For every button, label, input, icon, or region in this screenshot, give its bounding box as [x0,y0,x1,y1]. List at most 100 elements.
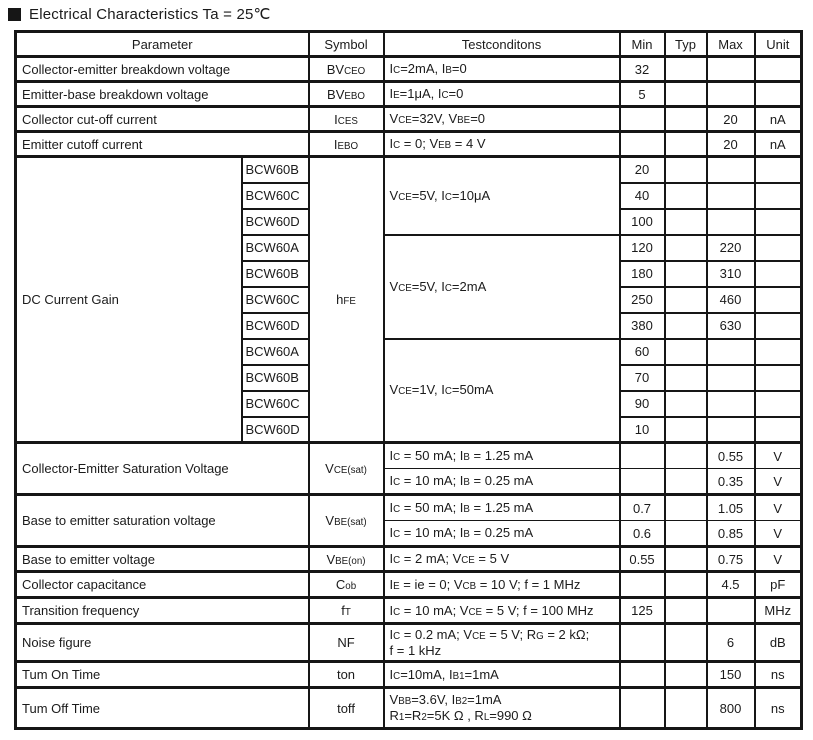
cell-unit [753,55,803,83]
cell-model: BCW60B [240,155,310,184]
cell-min [618,441,666,469]
cell-min: 90 [618,389,666,418]
cell-typ [663,415,708,444]
cell-typ [663,441,708,469]
cell-symbol: VBE(sat) [307,493,385,548]
cell-symbol: VCE(sat) [307,441,385,496]
table-row: BCW60D 380 630 [16,311,803,340]
cell-min: 180 [618,259,666,288]
cell-max [705,207,756,236]
cell-conditions: VCE=32V, VBE=0 [382,105,621,133]
table-row: BCW60C 250 460 [16,285,803,314]
cell-max: 4.5 [705,570,756,599]
cell-parameter: Base to emitter saturation voltage [14,493,310,548]
cell-max: 220 [705,233,756,262]
cell-model: BCW60A [240,337,310,366]
table-row: Emitter-base breakdown voltage BVEBO IE=… [14,80,803,108]
cell-conditions: IC = 10 mA; VCE = 5 V; f = 100 MHz [382,596,621,625]
cell-min: 100 [618,207,666,236]
header-symbol: Symbol [307,30,385,58]
cell-typ [663,311,708,340]
cell-unit: V [753,468,803,496]
table-row: BCW60B 180 310 [16,259,803,288]
table-row: IC = 10 mA; IB = 0.25 mA 0.35 V [16,468,803,496]
cell-min [618,622,666,663]
cell-min: 380 [618,311,666,340]
cell-unit [753,337,803,366]
cell-min: 70 [618,363,666,392]
cell-conditions: IE = ie = 0; VCB = 10 V; f = 1 MHz [382,570,621,599]
cell-max: 0.35 [705,468,756,496]
cell-symbol: NF [307,622,385,663]
cell-model: BCW60B [240,363,310,392]
cell-min [618,570,666,599]
cell-conditions: IC = 50 mA; IB = 1.25 mA [382,493,621,521]
table-row: BCW60D 10 [16,415,803,444]
section-title: Electrical Characteristics Ta = 25℃ [8,5,813,23]
cell-model: BCW60B [240,259,310,288]
cell-typ [663,520,708,548]
cell-min: 0.55 [618,545,666,573]
table-row: Transition frequency fT IC = 10 mA; VCE … [14,596,803,625]
cell-typ [663,285,708,314]
table-row: Base to emitter saturation voltage VBE(s… [14,493,803,548]
cell-conditions: IC = 0.2 mA; VCE = 5 V; RG = 2 kΩ; f = 1… [382,622,621,663]
cell-conditions: IC = 2 mA; VCE = 5 V [382,545,621,573]
cell-max: 20 [705,105,756,133]
electrical-characteristics-table: Parameter Symbol Testconditons Min Typ M… [14,30,804,730]
cell-unit: V [753,441,803,469]
cell-symbol: hFE [307,155,385,444]
cell-unit [753,233,803,262]
cell-min [618,468,666,496]
cell-min [618,130,666,158]
table-row: Tum Off Time toff VBB=3.6V, IB2=1mA R1=R… [14,686,803,730]
cell-typ [663,363,708,392]
cell-conditions: IC=2mA, IB=0 [382,55,621,83]
cell-typ [663,233,708,262]
cell-min: 20 [618,155,666,184]
section-bullet-icon [8,7,21,21]
cell-conditions: VBB=3.6V, IB2=1mA R1=R2=5K Ω , RL=990 Ω [382,686,621,730]
cell-typ [663,570,708,599]
cell-parameter: Transition frequency [14,596,310,625]
cell-typ [663,105,708,133]
cell-max: 460 [705,285,756,314]
cell-max: 6 [705,622,756,663]
table-row: BCW60A VCE=5V, IC=2mA 120 220 [16,233,803,340]
cell-max [705,55,756,83]
cell-parameter: DC Current Gain [14,155,243,444]
cell-parameter: Emitter-base breakdown voltage [14,80,310,108]
header-unit: Unit [753,30,803,58]
cell-conditions: IC = 50 mA; IB = 1.25 mA [382,441,621,469]
cell-min: 10 [618,415,666,444]
cell-unit: MHz [753,596,803,625]
cell-max [705,596,756,625]
cell-max: 630 [705,311,756,340]
cell-min: 40 [618,181,666,210]
cell-unit: ns [753,660,803,689]
table-row: Noise figure NF IC = 0.2 mA; VCE = 5 V; … [14,622,803,663]
cell-typ [663,55,708,83]
cell-max [705,80,756,108]
cell-max [705,415,756,444]
cell-unit: V [753,545,803,573]
cell-max: 20 [705,130,756,158]
cell-symbol: ton [307,660,385,689]
table-row: Collector capacitance Cob IE = ie = 0; V… [14,570,803,599]
cell-model: BCW60C [240,181,310,210]
table-row: Collector cut-off current ICES VCE=32V, … [14,105,803,133]
cell-conditions: VCE=5V, IC=2mA [382,233,621,340]
cell-min: 60 [618,337,666,366]
cell-symbol: ICES [307,105,385,133]
table-row: IC = 10 mA; IB = 0.25 mA 0.6 0.85 V [16,520,803,548]
cell-typ [663,207,708,236]
cell-model: BCW60D [240,415,310,444]
cell-min [618,105,666,133]
cell-max [705,363,756,392]
cell-unit: nA [753,130,803,158]
cell-conditions: IC = 10 mA; IB = 0.25 mA [382,520,621,548]
cell-symbol: fT [307,596,385,625]
cell-parameter: Collector-emitter breakdown voltage [14,55,310,83]
cell-parameter: Noise figure [14,622,310,663]
cell-symbol: BVEBO [307,80,385,108]
